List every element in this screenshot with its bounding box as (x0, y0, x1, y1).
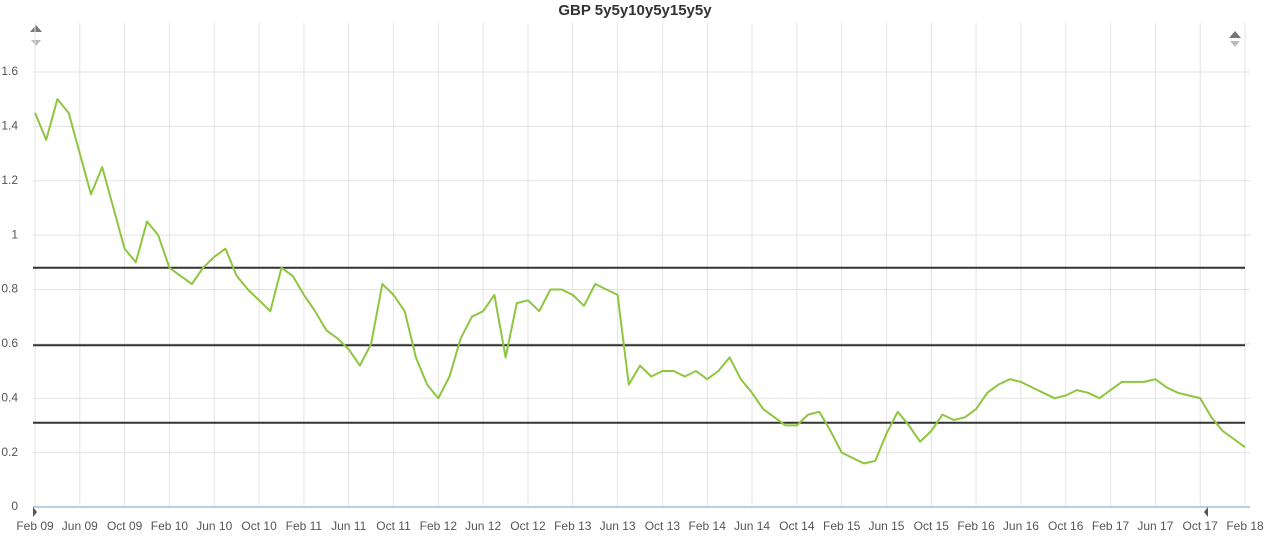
x-tick-label: Oct 15 (914, 519, 950, 533)
y-tick-label: 1 (11, 227, 18, 241)
y-tick-label: 0.2 (1, 445, 18, 459)
x-tick-label: Oct 10 (241, 519, 277, 533)
scroll-arrow[interactable] (1229, 31, 1241, 38)
x-tick-label: Jun 11 (331, 519, 366, 533)
x-tick-label: Feb 13 (554, 519, 592, 533)
x-tick-label: Jun 15 (868, 519, 904, 533)
x-tick-label: Jun 09 (62, 519, 98, 533)
x-tick-label: Oct 13 (645, 519, 681, 533)
x-tick-label: Feb 10 (151, 519, 189, 533)
range-handle (1204, 507, 1208, 517)
y-tick-label: 1.4 (1, 118, 18, 132)
x-tick-label: Jun 17 (1137, 519, 1173, 533)
y-tick-label: 0.4 (1, 390, 18, 404)
scroll-arrow[interactable] (31, 40, 41, 46)
chart-title: GBP 5y5y10y5y15y5y (558, 2, 712, 19)
x-tick-label: Oct 14 (779, 519, 815, 533)
y-tick-label: 0.6 (1, 336, 18, 350)
x-tick-label: Jun 14 (734, 519, 770, 533)
x-tick-label: Oct 17 (1183, 519, 1219, 533)
x-tick-label: Jun 16 (1003, 519, 1039, 533)
x-tick-label: Feb 17 (1092, 519, 1130, 533)
y-tick-label: 1.6 (1, 64, 18, 78)
x-tick-label: Jun 12 (465, 519, 501, 533)
y-tick-label: 1.2 (1, 173, 18, 187)
x-tick-label: Oct 09 (107, 519, 143, 533)
x-tick-label: Oct 12 (510, 519, 546, 533)
range-handle (33, 507, 37, 517)
y-tick-label: 0 (11, 499, 18, 513)
x-tick-label: Jun 13 (600, 519, 636, 533)
x-tick-label: Feb 15 (823, 519, 861, 533)
x-tick-label: Feb 18 (1226, 519, 1264, 533)
x-tick-label: Jun 10 (196, 519, 232, 533)
x-tick-label: Oct 16 (1048, 519, 1084, 533)
x-tick-label: Feb 16 (957, 519, 995, 533)
x-tick-label: Feb 09 (16, 519, 54, 533)
data-line (34, 98, 1246, 465)
x-tick-label: Feb 14 (689, 519, 727, 533)
x-tick-label: Oct 11 (376, 519, 411, 533)
scroll-arrow[interactable] (1230, 41, 1240, 47)
y-tick-label: 0.8 (1, 282, 18, 296)
x-tick-label: Feb 11 (286, 519, 323, 533)
scroll-arrow[interactable] (30, 25, 42, 32)
x-tick-label: Feb 12 (420, 519, 458, 533)
